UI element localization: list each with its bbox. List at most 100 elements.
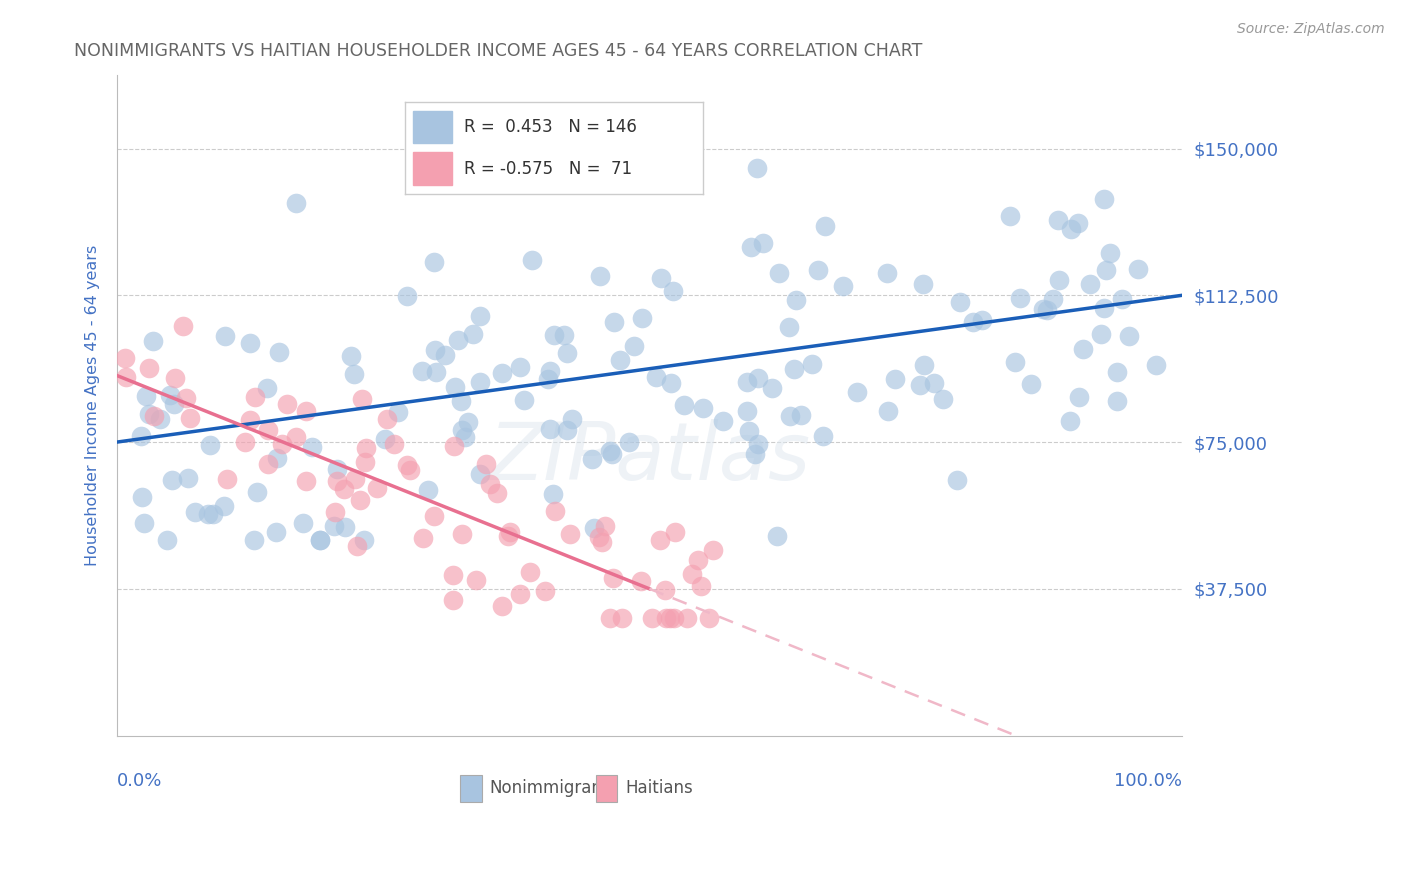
Point: [1042, 292, 1064, 306]
Point: [779, 409, 801, 423]
Point: [1107, 365, 1129, 379]
Point: [538, 364, 561, 378]
Point: [468, 375, 491, 389]
Point: [1098, 246, 1121, 260]
Point: [533, 583, 555, 598]
Point: [681, 566, 703, 581]
Point: [1008, 291, 1031, 305]
Point: [582, 521, 605, 535]
Point: [138, 407, 160, 421]
Point: [617, 435, 640, 450]
Point: [738, 424, 761, 438]
Point: [197, 507, 219, 521]
Point: [156, 533, 179, 547]
Point: [243, 533, 266, 547]
Point: [423, 343, 446, 357]
Point: [256, 381, 278, 395]
Point: [1090, 326, 1112, 341]
Point: [285, 429, 308, 443]
Point: [387, 404, 409, 418]
Point: [423, 255, 446, 269]
Point: [308, 533, 330, 547]
Point: [463, 326, 485, 341]
Point: [284, 196, 307, 211]
Point: [398, 462, 420, 476]
Point: [659, 611, 682, 625]
Point: [295, 474, 318, 488]
Point: [912, 358, 935, 372]
Point: [174, 391, 197, 405]
Point: [561, 412, 583, 426]
Point: [807, 262, 830, 277]
Point: [138, 361, 160, 376]
Point: [588, 269, 610, 284]
Point: [648, 533, 671, 547]
Point: [142, 334, 165, 348]
Point: [599, 611, 621, 625]
Point: [246, 484, 269, 499]
Point: [1067, 390, 1090, 404]
Point: [239, 336, 262, 351]
Point: [142, 409, 165, 424]
Text: Source: ZipAtlas.com: Source: ZipAtlas.com: [1237, 22, 1385, 37]
Point: [659, 376, 682, 390]
Point: [301, 440, 323, 454]
Point: [1144, 358, 1167, 372]
Point: [645, 369, 668, 384]
Point: [266, 524, 288, 539]
Text: 0.0%: 0.0%: [117, 772, 162, 790]
Point: [382, 436, 405, 450]
Point: [129, 429, 152, 443]
Point: [664, 525, 686, 540]
Point: [115, 370, 138, 384]
Point: [214, 329, 236, 343]
Point: [783, 362, 806, 376]
Text: ZIPatlas: ZIPatlas: [488, 419, 810, 497]
Point: [1128, 262, 1150, 277]
Point: [354, 441, 377, 455]
Point: [443, 439, 465, 453]
Point: [395, 458, 418, 473]
Point: [612, 611, 634, 625]
Point: [1092, 301, 1115, 315]
Point: [922, 376, 945, 391]
Point: [789, 409, 811, 423]
Point: [266, 450, 288, 465]
Point: [949, 294, 972, 309]
Point: [425, 365, 447, 379]
Point: [396, 289, 419, 303]
Point: [609, 353, 631, 368]
Point: [134, 516, 156, 530]
Point: [1071, 342, 1094, 356]
Point: [688, 552, 710, 566]
Text: 100.0%: 100.0%: [1114, 772, 1182, 790]
Point: [623, 339, 645, 353]
Point: [198, 437, 221, 451]
Point: [672, 398, 695, 412]
Point: [276, 397, 298, 411]
Point: [325, 474, 347, 488]
Point: [655, 611, 678, 625]
Point: [496, 528, 519, 542]
Y-axis label: Householder Income Ages 45 - 64 years: Householder Income Ages 45 - 64 years: [86, 244, 100, 566]
Point: [747, 436, 769, 450]
Point: [962, 315, 984, 329]
Point: [183, 505, 205, 519]
Point: [650, 270, 672, 285]
Point: [163, 396, 186, 410]
Point: [202, 507, 225, 521]
Point: [692, 401, 714, 416]
Point: [831, 279, 853, 293]
Point: [346, 539, 368, 553]
Point: [295, 404, 318, 418]
Point: [1105, 394, 1128, 409]
Point: [697, 611, 720, 625]
Point: [801, 358, 824, 372]
Point: [474, 457, 496, 471]
Point: [308, 533, 330, 547]
Point: [450, 527, 472, 541]
Point: [785, 293, 807, 307]
Point: [654, 583, 676, 598]
Point: [662, 284, 685, 298]
Point: [740, 240, 762, 254]
